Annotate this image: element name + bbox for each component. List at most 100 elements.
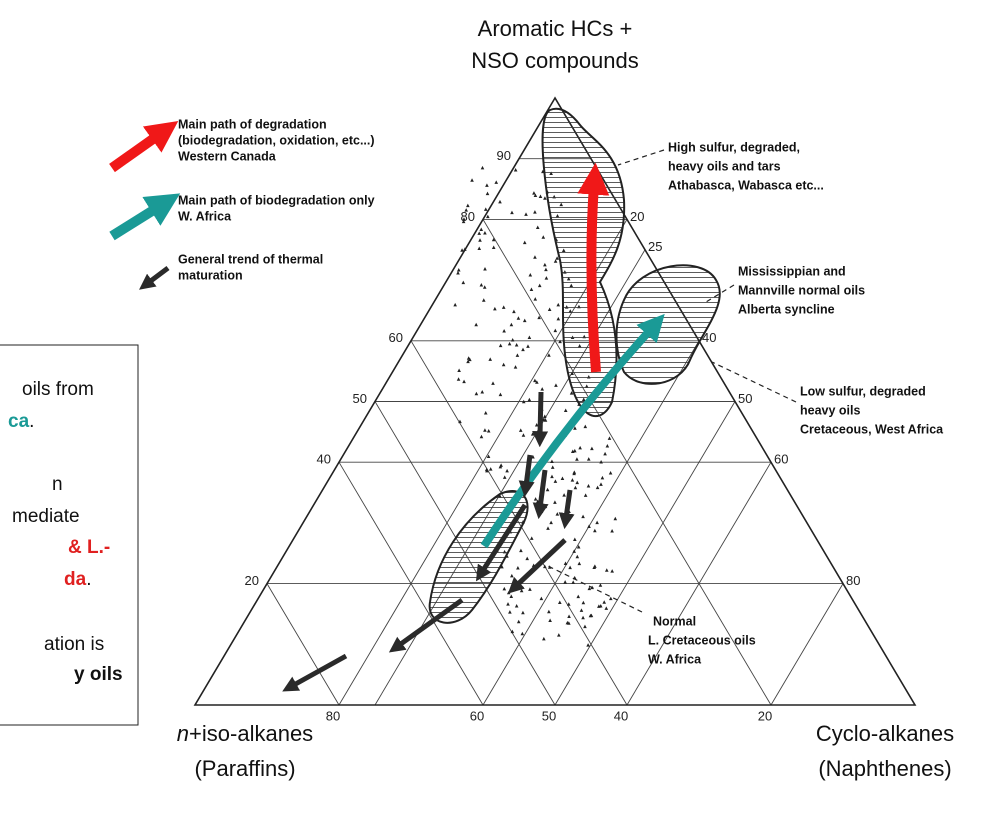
sample-marker: [498, 392, 503, 397]
annotation: W. Africa: [648, 652, 702, 666]
leader: [705, 284, 735, 303]
arrow-maturation: [518, 454, 535, 498]
sample-marker: [558, 600, 562, 605]
sample-marker: [483, 207, 488, 211]
sample-marker: [488, 357, 493, 361]
sample-marker: [524, 212, 528, 216]
sample-marker: [477, 231, 481, 235]
sample-marker: [567, 614, 571, 618]
tick-label: 60: [470, 708, 484, 723]
sample-marker: [608, 596, 613, 601]
sample-marker: [506, 602, 510, 606]
sample-marker: [583, 424, 588, 429]
sample-marker: [456, 377, 461, 381]
sample-marker: [548, 618, 552, 623]
annotation: Normal: [653, 614, 696, 628]
sample-marker: [522, 240, 527, 245]
sample-marker: [509, 594, 514, 598]
sample-marker: [597, 604, 601, 608]
sample-marker: [483, 411, 488, 415]
sample-marker: [513, 167, 518, 172]
tick-label: 60: [774, 452, 788, 467]
sample-marker: [573, 448, 577, 453]
grid-line: [482, 219, 772, 706]
sample-marker: [607, 436, 612, 440]
sample-marker: [593, 528, 597, 533]
sample-marker: [462, 379, 466, 384]
sample-marker: [569, 391, 574, 395]
sample-marker: [479, 227, 484, 231]
sample-marker: [587, 586, 592, 591]
sample-marker: [557, 633, 561, 637]
leader: [547, 565, 643, 613]
sample-marker: [547, 609, 551, 614]
grid-line: [554, 401, 736, 706]
sample-marker: [477, 246, 482, 250]
sample-marker: [593, 564, 597, 568]
sample-marker: [610, 569, 614, 573]
text-box: [0, 344, 139, 726]
annotation: Athabasca, Wabasca etc...: [668, 178, 824, 192]
sample-marker: [493, 306, 497, 311]
arrow-maturation: [475, 503, 528, 582]
sample-marker: [575, 480, 580, 485]
sample-marker: [482, 285, 487, 289]
annotation: Mannville normal oils: [738, 283, 865, 297]
sample-marker: [501, 305, 506, 309]
sample-marker: [545, 487, 550, 492]
sample-marker: [529, 287, 534, 292]
sample-marker: [556, 316, 561, 321]
sample-marker: [485, 468, 489, 473]
sample-marker: [589, 613, 594, 618]
sample-marker: [546, 526, 550, 530]
sample-marker: [613, 516, 618, 521]
sample-marker: [586, 643, 590, 647]
sample-marker: [540, 387, 545, 391]
sample-marker: [535, 380, 539, 384]
sample-marker: [510, 573, 514, 578]
sample-marker: [502, 328, 506, 333]
legend-arrow-dark: [139, 266, 170, 290]
sample-marker: [553, 328, 558, 333]
sample-marker: [522, 318, 527, 323]
apex-label: NSO compounds: [471, 48, 639, 73]
sample-marker: [573, 537, 577, 542]
legend-arrow-teal: [109, 193, 181, 241]
sample-marker: [550, 459, 554, 464]
sample-marker: [604, 606, 609, 610]
sample-marker: [555, 512, 560, 516]
sample-marker: [590, 446, 594, 451]
annotation: heavy oils and tars: [668, 159, 781, 173]
triangle: [193, 96, 917, 706]
box-line: da.: [64, 569, 91, 590]
sample-marker: [521, 347, 525, 352]
arrow-degradation: [577, 162, 610, 373]
apex-label: Aromatic HCs +: [478, 16, 633, 41]
sample-marker: [508, 610, 512, 614]
tick-label: 25: [648, 239, 662, 254]
legend-arrow-red: [109, 121, 179, 173]
sample-marker: [603, 451, 607, 456]
sample-marker: [577, 561, 582, 566]
tick-label: 20: [630, 209, 644, 224]
sample-marker: [583, 493, 588, 497]
sample-marker: [486, 454, 491, 458]
sample-marker: [599, 459, 603, 464]
sample-marker: [481, 298, 486, 302]
box-segment: .: [86, 569, 91, 590]
sample-marker: [550, 474, 554, 479]
tick-label: 60: [389, 330, 403, 345]
sample-marker: [573, 485, 578, 490]
sample-marker: [453, 302, 457, 307]
sample-marker: [520, 631, 525, 636]
annotation: L. Cretaceous oils: [648, 633, 756, 647]
sample-marker: [533, 193, 538, 198]
sample-marker: [608, 470, 613, 475]
box-line: ca.: [8, 411, 34, 432]
box-line: n: [52, 474, 63, 495]
sample-marker: [599, 482, 603, 486]
sample-marker: [527, 397, 532, 402]
sample-marker: [528, 587, 532, 591]
sample-marker: [567, 621, 571, 625]
